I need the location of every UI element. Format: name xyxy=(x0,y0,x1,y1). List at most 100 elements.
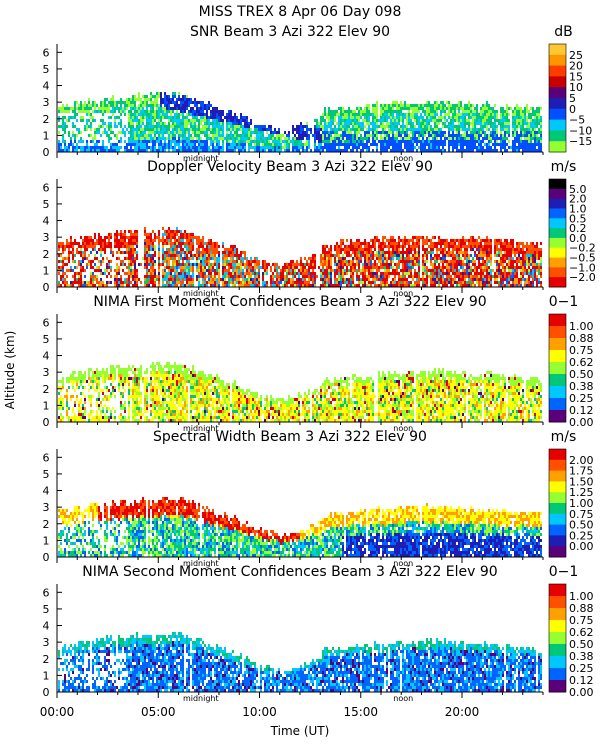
heatmap-cell xyxy=(234,281,236,284)
heatmap-cell xyxy=(426,131,428,134)
heatmap-cell xyxy=(502,143,504,146)
heatmap-cell xyxy=(294,269,296,272)
colorbar-segment xyxy=(549,120,566,131)
heatmap-cell xyxy=(428,113,430,116)
heatmap-cell xyxy=(144,137,146,140)
heatmap-cell xyxy=(236,131,238,134)
heatmap-cell xyxy=(356,137,358,140)
heatmap-cell xyxy=(214,125,216,128)
heatmap-cell xyxy=(66,257,68,260)
heatmap-cell xyxy=(148,275,150,278)
heatmap-cell xyxy=(386,131,388,134)
heatmap-cell xyxy=(394,101,396,104)
heatmap-cell xyxy=(400,251,402,254)
heatmap-cell xyxy=(166,98,168,101)
heatmap-cell xyxy=(180,131,182,134)
heatmap-cell xyxy=(146,278,148,281)
heatmap-cell xyxy=(354,116,356,119)
heatmap-cell xyxy=(328,269,330,272)
heatmap-cell xyxy=(198,275,200,278)
heatmap-cell xyxy=(176,104,178,107)
heatmap-cell xyxy=(328,122,330,125)
heatmap-cell xyxy=(344,263,346,266)
heatmap-cell xyxy=(208,260,210,263)
heatmap-cell xyxy=(146,95,148,98)
heatmap-cell xyxy=(138,113,140,116)
heatmap-cell xyxy=(400,140,402,143)
heatmap-cell xyxy=(320,275,322,278)
heatmap-cell xyxy=(336,110,338,113)
heatmap-cell xyxy=(150,260,152,263)
heatmap-cell xyxy=(126,248,128,251)
heatmap-cell xyxy=(132,131,134,134)
heatmap-cell xyxy=(244,116,246,119)
heatmap-cell xyxy=(196,260,198,263)
heatmap-cell xyxy=(372,266,374,269)
heatmap-cell xyxy=(372,131,374,134)
heatmap-cell xyxy=(166,107,168,110)
heatmap-cell xyxy=(372,140,374,143)
heatmap-cell xyxy=(112,143,114,146)
heatmap-cell xyxy=(294,128,296,131)
heatmap-cell xyxy=(482,128,484,131)
heatmap-cell xyxy=(272,275,274,278)
heatmap-cell xyxy=(66,125,68,128)
heatmap-cell xyxy=(150,245,152,248)
heatmap-cell xyxy=(174,260,176,263)
heatmap-cell xyxy=(84,236,86,239)
heatmap-cell xyxy=(228,134,230,137)
heatmap-cell xyxy=(306,137,308,140)
heatmap-cell xyxy=(192,143,194,146)
heatmap-cell xyxy=(446,101,448,104)
heatmap-cell xyxy=(366,242,368,245)
heatmap-cell xyxy=(334,113,336,116)
heatmap-cell xyxy=(216,242,218,245)
heatmap-cell xyxy=(216,119,218,122)
heatmap-cell xyxy=(336,254,338,257)
heatmap-cell xyxy=(130,125,132,128)
heatmap-cell xyxy=(250,263,252,266)
heatmap-cell xyxy=(520,137,522,140)
heatmap-cell xyxy=(86,245,88,248)
heatmap-cell xyxy=(364,143,366,146)
heatmap-cell xyxy=(106,257,108,260)
heatmap-cell xyxy=(488,119,490,122)
heatmap-cell xyxy=(536,134,538,137)
heatmap-cell xyxy=(120,140,122,143)
heatmap-cell xyxy=(466,128,468,131)
heatmap-cell xyxy=(170,272,172,275)
heatmap-cell xyxy=(174,242,176,245)
heatmap-cell xyxy=(424,140,426,143)
heatmap-cell xyxy=(78,263,80,266)
heatmap-cell xyxy=(394,146,396,149)
heatmap-cell xyxy=(88,263,90,266)
heatmap-cell xyxy=(112,98,114,101)
heatmap-cell xyxy=(186,245,188,248)
heatmap-cell xyxy=(384,104,386,107)
heatmap-cell xyxy=(390,260,392,263)
heatmap-cell xyxy=(298,269,300,272)
heatmap-cell xyxy=(100,245,102,248)
heatmap-cell xyxy=(398,257,400,260)
heatmap-cell xyxy=(332,128,334,131)
heatmap-cell xyxy=(388,239,390,242)
heatmap-cell xyxy=(232,245,234,248)
heatmap-cell xyxy=(154,143,156,146)
heatmap-cell xyxy=(422,110,424,113)
heatmap-cell xyxy=(98,107,100,110)
heatmap-cell xyxy=(208,107,210,110)
heatmap-cell xyxy=(238,125,240,128)
heatmap-cell xyxy=(392,113,394,116)
heatmap-cell xyxy=(426,107,428,110)
heatmap-cell xyxy=(236,137,238,140)
heatmap-cell xyxy=(222,263,224,266)
heatmap-cell xyxy=(152,257,154,260)
heatmap-cell xyxy=(234,143,236,146)
heatmap-cell xyxy=(284,278,286,281)
heatmap-cell xyxy=(92,239,94,242)
heatmap-cell xyxy=(240,128,242,131)
heatmap-cell xyxy=(222,119,224,122)
heatmap-cell xyxy=(304,281,306,284)
heatmap-cell xyxy=(324,146,326,149)
heatmap-cell xyxy=(132,134,134,137)
